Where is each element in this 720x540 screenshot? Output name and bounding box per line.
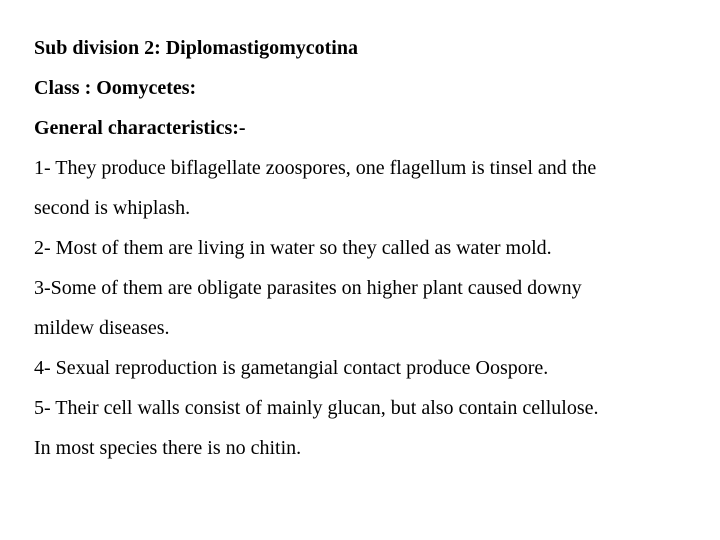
characteristic-3-line2: mildew diseases. xyxy=(34,308,686,348)
characteristic-4: 4- Sexual reproduction is gametangial co… xyxy=(34,348,686,388)
characteristic-1-line2: second is whiplash. xyxy=(34,188,686,228)
document-page: Sub division 2: Diplomastigomycotina Cla… xyxy=(0,0,720,540)
heading-characteristics: General characteristics:- xyxy=(34,108,686,148)
characteristic-5-line1: 5- Their cell walls consist of mainly gl… xyxy=(34,388,686,428)
characteristic-2: 2- Most of them are living in water so t… xyxy=(34,228,686,268)
characteristic-3-line1: 3-Some of them are obligate parasites on… xyxy=(34,268,686,308)
characteristic-5-line2: In most species there is no chitin. xyxy=(34,428,686,468)
heading-subdivision: Sub division 2: Diplomastigomycotina xyxy=(34,28,686,68)
characteristic-1-line1: 1- They produce biflagellate zoospores, … xyxy=(34,148,686,188)
heading-class: Class : Oomycetes: xyxy=(34,68,686,108)
